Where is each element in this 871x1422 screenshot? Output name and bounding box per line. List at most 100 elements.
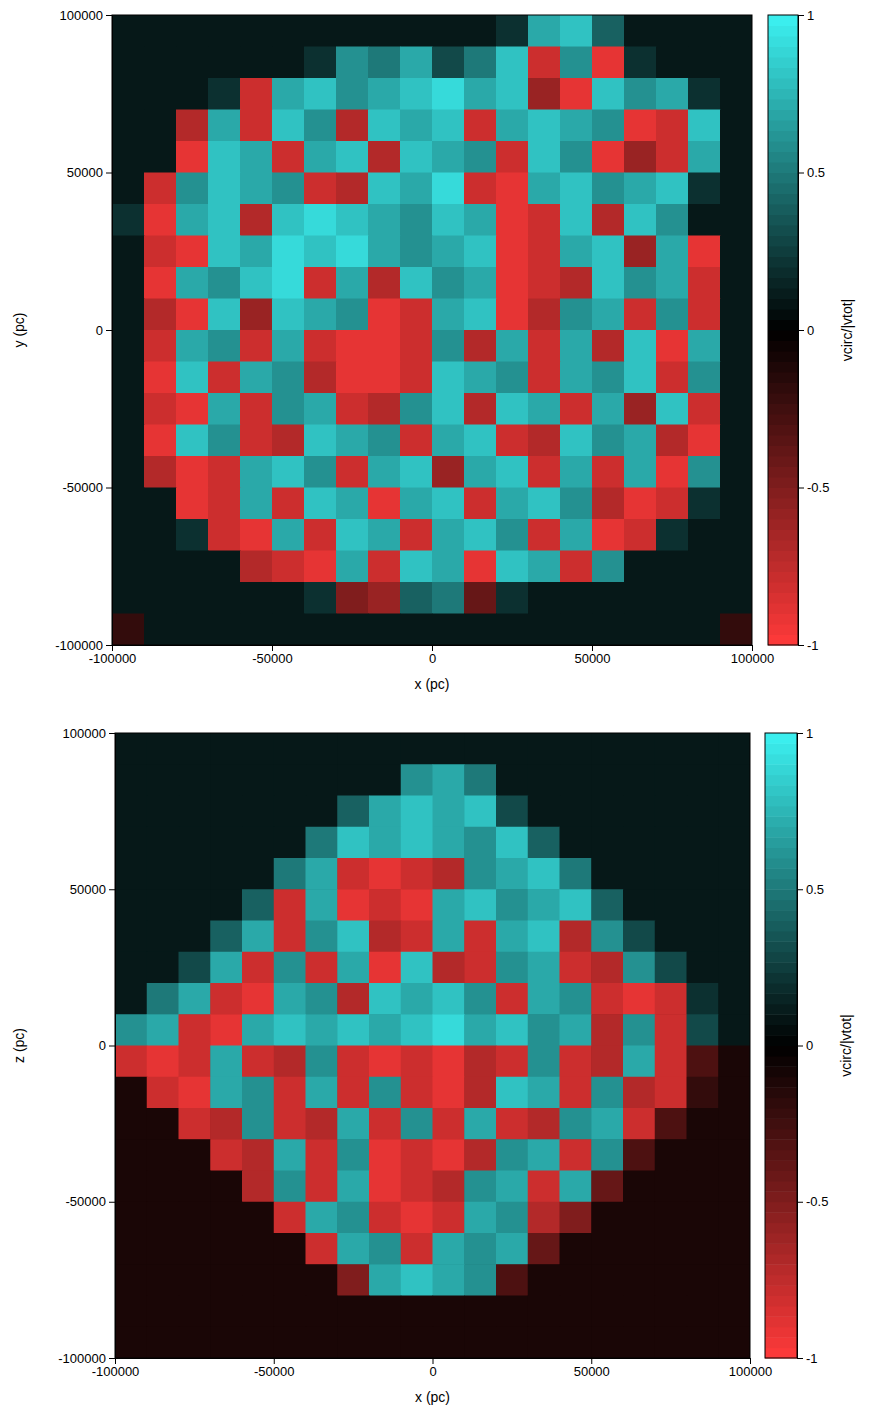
tick-mark: [591, 1358, 592, 1364]
heatmap-cell: [368, 78, 401, 110]
heatmap-cell: [560, 889, 592, 921]
heatmap-cell: [432, 330, 465, 362]
heatmap-cell: [208, 236, 241, 268]
heatmap-cell: [306, 1077, 338, 1109]
colorbar-swatch: [768, 47, 798, 58]
heatmap-cell: [368, 551, 401, 583]
heatmap-cell: [433, 1296, 465, 1328]
colorbar-swatch: [768, 89, 798, 100]
heatmap-cell: [337, 1202, 369, 1234]
y-axis-title: z (pc): [11, 1028, 27, 1063]
tick-mark: [798, 488, 804, 489]
colorbar-swatch: [765, 775, 797, 786]
heatmap-cell: [176, 267, 209, 299]
heatmap-cell: [624, 78, 657, 110]
colorbar-swatch: [765, 941, 797, 952]
heatmap-cell: [687, 1264, 719, 1296]
heatmap-cell: [623, 1077, 655, 1109]
heatmap-cell: [591, 733, 623, 765]
heatmap-cell: [210, 827, 242, 859]
tick-mark: [109, 1046, 115, 1047]
heatmap-cell: [240, 47, 273, 79]
tick-mark: [272, 645, 273, 651]
heatmap-cell: [687, 858, 719, 890]
heatmap-cell: [688, 204, 721, 236]
heatmap-cell: [368, 299, 401, 331]
heatmap-cell: [688, 299, 721, 331]
heatmap-cell: [432, 267, 465, 299]
heatmap-cell: [560, 519, 593, 551]
tick-label: -50000: [63, 480, 103, 495]
heatmap-cell: [112, 15, 145, 47]
heatmap-cell: [210, 1171, 242, 1203]
heatmap-cell: [369, 921, 401, 953]
heatmap-cell: [528, 1296, 560, 1328]
heatmap-cell: [560, 173, 593, 205]
heatmap-cell: [369, 1171, 401, 1203]
heatmap-cell: [591, 1077, 623, 1109]
heatmap-cell: [528, 764, 560, 796]
heatmap-cell: [401, 796, 433, 828]
heatmap-cell: [560, 141, 593, 173]
heatmap-cell: [368, 110, 401, 142]
tick-label: 100000: [729, 1364, 772, 1379]
heatmap-cell: [240, 173, 273, 205]
heatmap-cell: [337, 983, 369, 1015]
heatmap-cell: [591, 1108, 623, 1140]
tick: 0: [797, 1038, 813, 1053]
heatmap-cell: [274, 889, 306, 921]
colorbar-swatch: [768, 257, 798, 268]
heatmap-cell: [624, 425, 657, 457]
tick: -1: [798, 638, 819, 653]
heatmap-cell: [336, 519, 369, 551]
heatmap-cell: [274, 952, 306, 984]
heatmap-cell: [210, 921, 242, 953]
heatmap-cell: [464, 110, 497, 142]
heatmap-cell: [274, 1296, 306, 1328]
tick: -0.5: [797, 1194, 828, 1209]
tick: 0: [429, 1358, 436, 1379]
tick-mark: [106, 173, 112, 174]
tick-mark: [798, 15, 804, 16]
heatmap-cell: [401, 1014, 433, 1046]
colorbar: -1-0.500.51vcirc/|vtot|: [768, 8, 855, 653]
heatmap-cell: [112, 425, 145, 457]
heatmap-cell: [496, 983, 528, 1015]
heatmap-cell: [496, 425, 529, 457]
heatmap-cell: [528, 236, 561, 268]
heatmap-cell: [688, 236, 721, 268]
heatmap-cell: [369, 1046, 401, 1078]
heatmap-cell: [464, 733, 496, 765]
heatmap-cell: [112, 519, 145, 551]
heatmap-cell: [718, 1171, 750, 1203]
heatmap-cell: [464, 858, 496, 890]
heatmap-cell: [336, 267, 369, 299]
heatmap-cell: [687, 1014, 719, 1046]
heatmap-cell: [592, 362, 625, 394]
heatmap-cell: [369, 1264, 401, 1296]
colorbar-swatch: [768, 68, 798, 79]
heatmap-cell: [369, 1077, 401, 1109]
heatmap-cell: [591, 1264, 623, 1296]
colorbar-swatch: [765, 816, 797, 827]
heatmap-cell: [496, 764, 528, 796]
heatmap-cell: [144, 425, 177, 457]
heatmap-cell: [176, 173, 209, 205]
heatmap-cell: [718, 1077, 750, 1109]
heatmap-cell: [496, 1171, 528, 1203]
colorbar-swatch: [765, 910, 797, 921]
heatmap-cell: [528, 1046, 560, 1078]
heatmap-cell: [369, 1014, 401, 1046]
heatmap-cell: [210, 1108, 242, 1140]
colorbar-swatch: [768, 467, 798, 478]
colorbar-title: vcirc/|vtot|: [839, 299, 855, 362]
heatmap-cell: [528, 796, 560, 828]
heatmap-cell: [242, 1327, 274, 1358]
colorbar-swatch: [765, 1264, 797, 1275]
tick-mark: [109, 1202, 115, 1203]
heatmap-cell: [528, 614, 561, 646]
heatmap-cell: [179, 858, 211, 890]
heatmap-cell: [242, 733, 274, 765]
heatmap-cell: [369, 952, 401, 984]
heatmap-cell: [306, 827, 338, 859]
